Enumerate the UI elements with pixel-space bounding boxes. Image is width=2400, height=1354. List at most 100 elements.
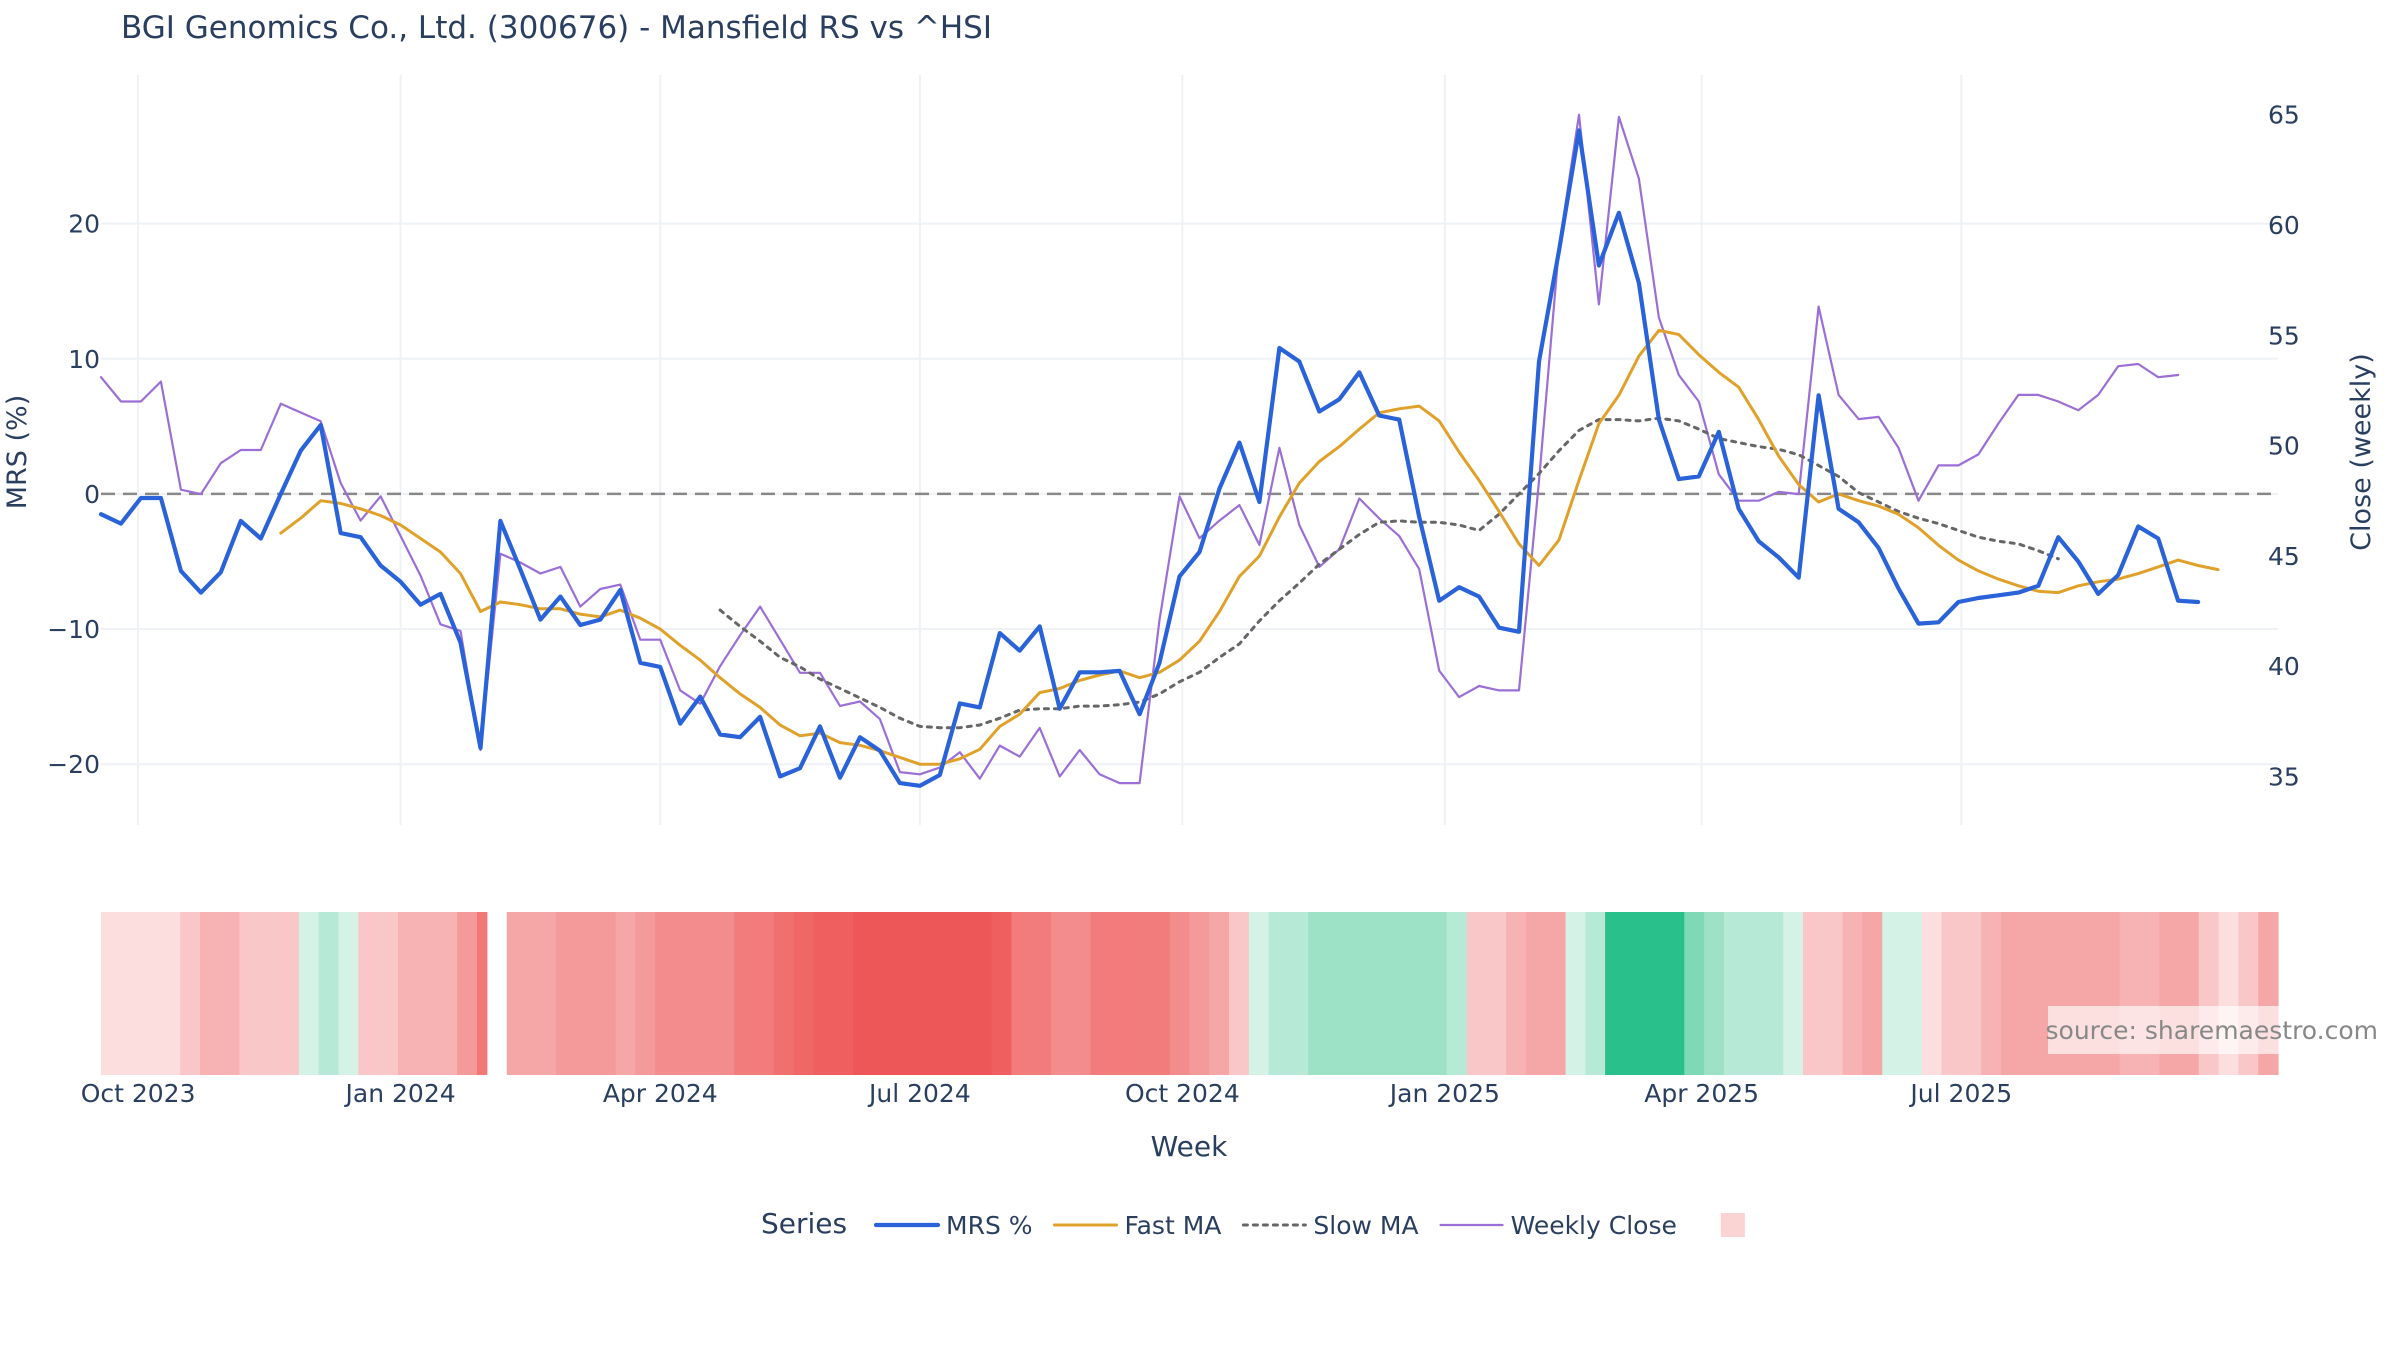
x-tick-label: Oct 2024 bbox=[1125, 1079, 1240, 1108]
regime-cell bbox=[259, 912, 280, 1075]
regime-cell bbox=[1149, 912, 1171, 1075]
left-tick-label: 20 bbox=[68, 210, 100, 239]
regime-cell bbox=[932, 912, 953, 1075]
regime-cell bbox=[1051, 912, 1072, 1075]
regime-cell bbox=[1822, 912, 1844, 1075]
regime-cell bbox=[1506, 912, 1527, 1075]
left-tick-label: −20 bbox=[47, 750, 100, 779]
legend-label: MRS % bbox=[946, 1211, 1033, 1240]
regime-cell bbox=[635, 912, 656, 1075]
right-tick-label: 65 bbox=[2268, 101, 2300, 130]
regime-cell bbox=[833, 912, 854, 1075]
right-tick-label: 35 bbox=[2268, 762, 2300, 791]
regime-cell bbox=[1644, 912, 1666, 1075]
legend-label: Slow MA bbox=[1313, 1211, 1418, 1240]
regime-cell bbox=[872, 912, 894, 1075]
regime-cell bbox=[1387, 912, 1408, 1075]
regime-cell bbox=[417, 912, 439, 1075]
regime-cell bbox=[1407, 912, 1428, 1075]
regime-cell bbox=[1525, 912, 1547, 1075]
regime-cell bbox=[1704, 912, 1725, 1075]
regime-cell bbox=[1248, 912, 1270, 1075]
regime-cell bbox=[1486, 912, 1507, 1075]
regime-cell bbox=[1446, 912, 1468, 1075]
right-tick-label: 60 bbox=[2268, 211, 2300, 240]
x-tick-label: Oct 2023 bbox=[81, 1079, 196, 1108]
regime-cell bbox=[655, 912, 676, 1075]
x-tick-label: Apr 2024 bbox=[603, 1079, 718, 1108]
regime-cell bbox=[1288, 912, 1309, 1075]
regime-cell bbox=[2020, 912, 2042, 1075]
legend-item: Weekly Close bbox=[1439, 1211, 1677, 1240]
regime-cell bbox=[536, 912, 557, 1075]
regime-cell bbox=[694, 912, 716, 1075]
x-tick-label: Jan 2025 bbox=[1388, 1079, 1500, 1108]
regime-cell bbox=[477, 912, 488, 1075]
regime-cell bbox=[101, 912, 122, 1075]
regime-cell bbox=[1941, 912, 1962, 1075]
regime-cell bbox=[338, 912, 359, 1075]
x-tick-label: Jul 2024 bbox=[867, 1079, 971, 1108]
regime-cell bbox=[1684, 912, 1705, 1075]
regime-cell bbox=[200, 912, 221, 1075]
legend: Series MRS % Fast MA Slow MA Weekly Close bbox=[761, 1207, 1745, 1240]
right-axis-title: Close (weekly) bbox=[2346, 353, 2377, 551]
legend-item: Slow MA bbox=[1241, 1211, 1419, 1240]
grid-layer bbox=[101, 75, 2278, 825]
left-axis-title: MRS (%) bbox=[2, 395, 33, 510]
regime-cell bbox=[180, 912, 201, 1075]
regime-cell bbox=[219, 912, 241, 1075]
regime-cell bbox=[1031, 912, 1052, 1075]
right-tick-label: 45 bbox=[2268, 542, 2300, 571]
regime-cell bbox=[793, 912, 815, 1075]
regime-cell bbox=[140, 912, 161, 1075]
regime-cell bbox=[971, 912, 993, 1075]
regime-cell bbox=[516, 912, 537, 1075]
x-axis-title: Week bbox=[1151, 1130, 1228, 1163]
source-annotation: source: sharemaestro.com bbox=[2046, 1006, 2382, 1054]
regime-cell bbox=[1743, 912, 1764, 1075]
regime-cell bbox=[358, 912, 379, 1075]
regime-cell bbox=[813, 912, 834, 1075]
regime-cell bbox=[991, 912, 1012, 1075]
regime-cell bbox=[1169, 912, 1191, 1075]
regime-cell bbox=[1803, 912, 1824, 1075]
regime-cell bbox=[1565, 912, 1586, 1075]
right-tick-label: 40 bbox=[2268, 652, 2300, 681]
regime-cell bbox=[120, 912, 142, 1075]
legend-swatch-regime bbox=[1720, 1213, 1745, 1237]
regime-cell bbox=[1585, 912, 1606, 1075]
regime-cell bbox=[1328, 912, 1349, 1075]
regime-cell bbox=[912, 912, 933, 1075]
regime-cell bbox=[1902, 912, 1923, 1075]
regime-cell bbox=[1783, 912, 1804, 1075]
regime-cell bbox=[615, 912, 636, 1075]
regime-cell bbox=[1130, 912, 1151, 1075]
regime-cell bbox=[556, 912, 577, 1075]
series-line-slow-ma bbox=[718, 416, 2060, 730]
series-line-fast-ma bbox=[279, 328, 2220, 766]
legend-item: MRS % bbox=[873, 1211, 1033, 1240]
regime-cell bbox=[714, 912, 735, 1075]
regime-cell bbox=[437, 912, 458, 1075]
regime-cell bbox=[2000, 912, 2022, 1075]
regime-cell bbox=[734, 912, 755, 1075]
legend-items: MRS % Fast MA Slow MA Weekly Close bbox=[873, 1211, 1745, 1240]
regime-cell bbox=[506, 912, 518, 1075]
regime-cell bbox=[1268, 912, 1290, 1075]
legend-title: Series bbox=[761, 1207, 847, 1240]
regime-cell bbox=[1961, 912, 1982, 1075]
x-axis: Oct 2023 Jan 2024 Apr 2024 Jul 2024 Oct 2024… bbox=[81, 1079, 2012, 1108]
series-line-mrs bbox=[98, 128, 2201, 788]
regime-cell bbox=[1229, 912, 1250, 1075]
regime-cell bbox=[1466, 912, 1487, 1075]
regime-cell bbox=[853, 912, 874, 1075]
source-annotation-bg bbox=[2048, 1006, 2382, 1054]
regime-cell bbox=[1664, 912, 1685, 1075]
regime-cell bbox=[298, 912, 320, 1075]
regime-cell bbox=[1981, 912, 2002, 1075]
x-tick-label: Jan 2024 bbox=[344, 1079, 456, 1108]
regime-cell bbox=[160, 912, 181, 1075]
